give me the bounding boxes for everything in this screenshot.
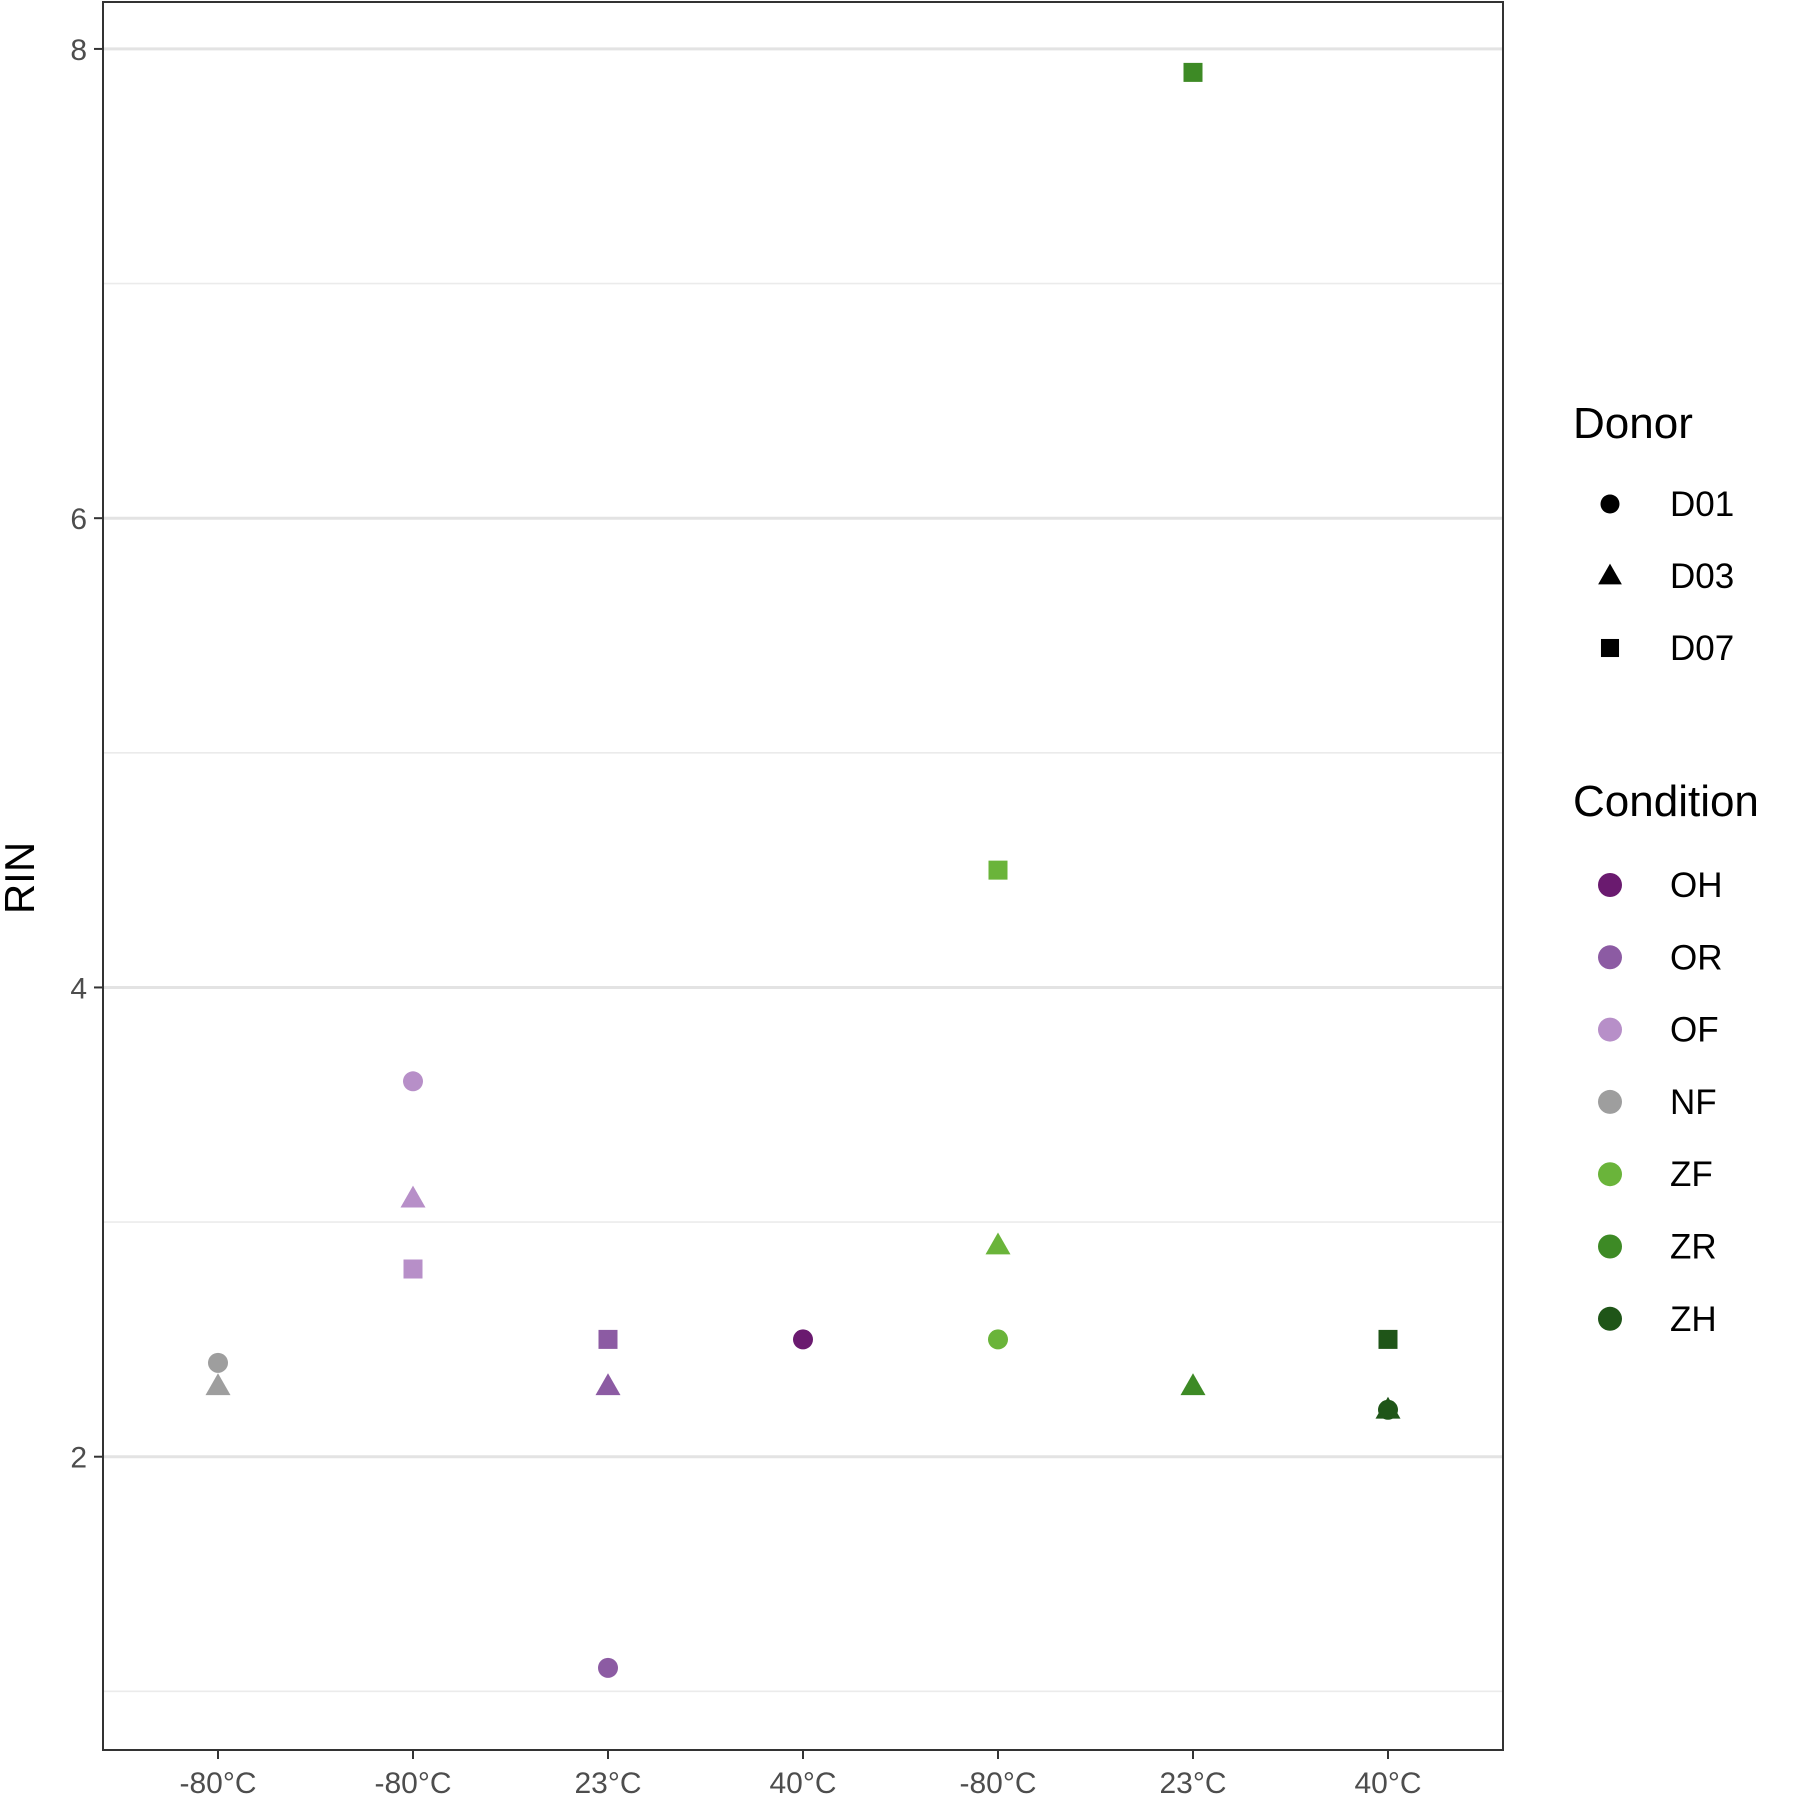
x-tick-label: 40°C — [769, 1767, 836, 1800]
donor-legend-title: Donor — [1573, 399, 1693, 448]
legend: Donor D01 D03 D07 Condition OH OR OF NF ZF ZR ZH — [1573, 399, 1759, 1339]
condition-legend-key-zr — [1598, 1234, 1622, 1259]
x-tick-label: 23°C — [574, 1767, 641, 1800]
condition-legend-key-zh — [1598, 1306, 1622, 1331]
y-tick-label: 2 — [70, 1442, 87, 1475]
data-point-nf-d03 — [205, 1373, 231, 1396]
data-point-of-d07 — [403, 1259, 423, 1279]
data-point-or-d01 — [598, 1657, 618, 1678]
data-point-zr-d07 — [1183, 62, 1203, 82]
data-points — [205, 62, 1401, 1678]
data-point-zf-d07 — [988, 860, 1008, 880]
data-point-of-d03 — [400, 1185, 426, 1208]
condition-legend-key-of — [1598, 1017, 1622, 1042]
condition-legend-key-zf — [1598, 1162, 1622, 1187]
data-point-or-d07 — [598, 1329, 618, 1349]
y-axis: 2 4 6 8 — [70, 34, 103, 1475]
condition-legend-key-oh — [1598, 873, 1622, 897]
data-point-or-d03 — [595, 1373, 621, 1396]
y-tick-label: 4 — [70, 972, 87, 1005]
condition-legend-label-nf: NF — [1670, 1083, 1717, 1122]
condition-legend-label-zf: ZF — [1670, 1155, 1713, 1194]
condition-legend-key-or — [1598, 945, 1622, 970]
donor-legend-label-d01: D01 — [1670, 485, 1734, 524]
x-tick-label: 23°C — [1159, 1767, 1226, 1800]
y-tick-label: 6 — [70, 503, 87, 536]
data-point-of-d01 — [403, 1071, 423, 1092]
data-point-nf-d01 — [208, 1352, 228, 1373]
y-axis-title: RIN — [0, 842, 43, 914]
donor-legend-key-d01 — [1600, 494, 1620, 514]
donor-legend-label-d03: D03 — [1670, 557, 1734, 596]
x-tick-label: -80°C — [959, 1767, 1036, 1800]
data-point-zr-d03 — [1180, 1373, 1206, 1396]
condition-legend-label-of: OF — [1670, 1011, 1719, 1050]
condition-legend-label-or: OR — [1670, 938, 1723, 977]
y-tick-label: 8 — [70, 34, 87, 67]
x-tick-label: -80°C — [374, 1767, 451, 1800]
data-point-zf-d03 — [985, 1232, 1011, 1255]
condition-legend-key-nf — [1598, 1089, 1622, 1114]
x-axis: -80°C -80°C 23°C 40°C -80°C 23°C 40°C — [179, 1750, 1422, 1800]
donor-legend-key-d03 — [1598, 563, 1622, 585]
condition-legend-label-oh: OH — [1670, 866, 1723, 905]
grid-lines — [103, 47, 1503, 1693]
data-point-zh-d07 — [1378, 1329, 1398, 1349]
data-point-zf-d01 — [988, 1329, 1008, 1350]
condition-legend-label-zh: ZH — [1670, 1300, 1717, 1339]
data-point-zh-d03 — [1375, 1396, 1401, 1419]
x-tick-label: -80°C — [179, 1767, 256, 1800]
x-tick-label: 40°C — [1354, 1767, 1421, 1800]
data-point-oh-d01 — [793, 1329, 813, 1350]
donor-legend-label-d07: D07 — [1670, 629, 1734, 668]
condition-legend-title: Condition — [1573, 777, 1759, 826]
condition-legend-label-zr: ZR — [1670, 1228, 1717, 1267]
donor-legend-key-d07 — [1600, 638, 1620, 658]
